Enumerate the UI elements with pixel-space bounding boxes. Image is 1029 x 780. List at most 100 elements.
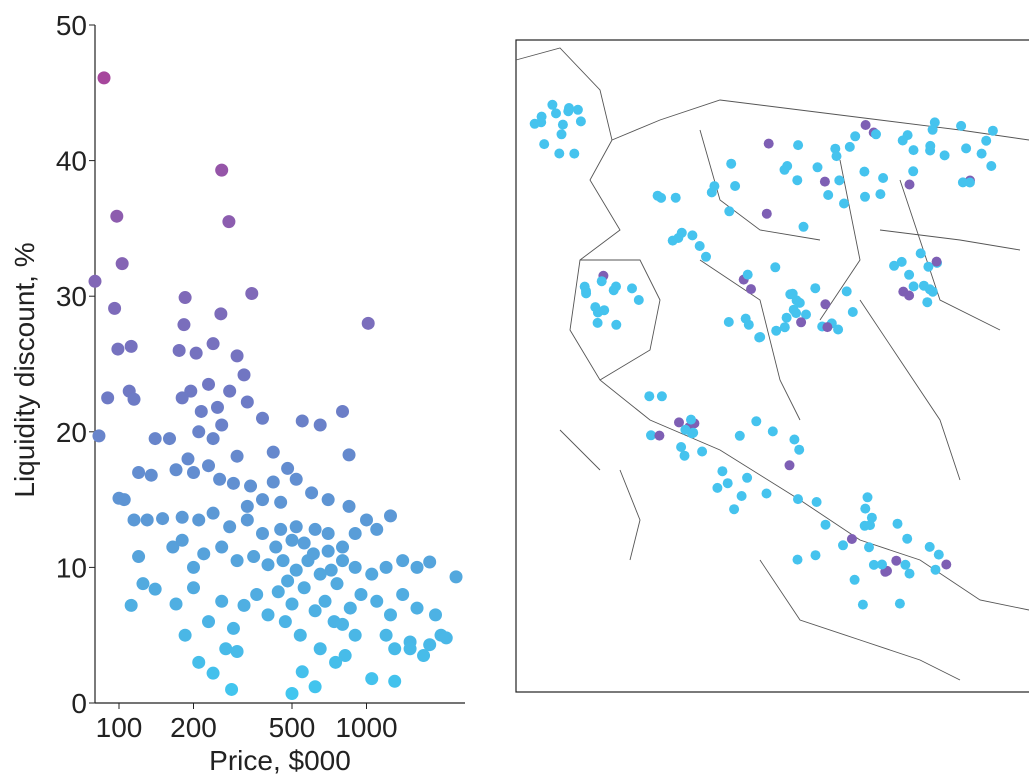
map-dot [924,541,935,552]
map-dot [572,104,583,115]
data-point [172,343,186,357]
data-point [237,368,251,382]
data-point [240,513,254,527]
data-point [223,384,237,398]
data-point [308,680,322,694]
map-dot [633,295,644,305]
map-dot [767,426,778,437]
map-dot [547,99,558,110]
data-point [101,391,115,405]
map-dot [751,416,762,427]
map-dot [792,554,803,565]
data-point [186,581,200,595]
map-dot [742,472,753,483]
x-tick-label: 500 [269,712,316,743]
data-point [237,598,251,612]
map-dot [763,138,774,149]
data-point [117,493,131,507]
data-point [410,601,424,615]
data-point [192,425,206,439]
data-point [313,567,327,581]
data-point [276,554,290,568]
map-dot [712,482,723,493]
map-dot [939,150,950,161]
map-dot [734,430,745,441]
map-dot [811,497,822,507]
map-dot [575,116,586,127]
data-point [343,601,357,615]
map-dot [833,324,844,335]
data-point [403,642,417,656]
data-point [115,257,129,271]
map-dot [860,503,871,514]
data-point [144,468,158,482]
map-dot [831,151,842,162]
map-dot [787,288,798,299]
map-dot [819,176,830,187]
map-dot [676,442,687,452]
map-dot [771,325,782,336]
map-dot [839,198,849,209]
map-dot [688,427,699,438]
data-point [127,513,141,527]
data-point [313,418,327,432]
data-point [230,449,244,463]
map-dot [908,281,919,292]
data-point [178,291,192,305]
data-point [88,274,102,288]
data-point [223,520,237,534]
map-dot [897,135,908,146]
y-tick-label: 0 [71,688,87,719]
data-point [230,644,244,658]
data-point [365,567,379,581]
data-point [255,411,269,425]
map-dot [569,148,580,159]
data-point [175,391,189,405]
map-dot [679,450,690,461]
map-dot [810,550,821,561]
data-point [379,560,393,574]
data-point [169,597,183,611]
map-dot [654,430,665,441]
map-dot [793,494,803,505]
data-point [140,513,154,527]
data-point [370,522,384,536]
map-dot [798,221,809,232]
scatter-plot: 0 10 20 30 40 50 100 200 500 1000 [56,10,465,743]
map-dot [896,256,907,267]
data-point [244,479,258,493]
data-point [215,418,229,432]
data-point [178,628,192,642]
data-point [240,499,254,513]
data-point [370,594,384,608]
map-dot [877,559,887,570]
map-dot [794,297,805,308]
map-dot [894,598,905,609]
map-dot [915,248,926,259]
data-point [289,563,303,577]
data-point [206,432,220,446]
data-point [266,475,280,489]
map-dot [922,297,933,308]
data-point [215,594,229,608]
map-dot [779,322,790,333]
data-point [148,432,162,446]
map-dot [581,286,591,296]
map-dot [722,478,733,489]
map-dot [779,164,790,175]
map-dot [742,269,753,280]
data-point [383,509,397,523]
map-dot [923,261,934,272]
map-dot [849,574,860,585]
map-dot [551,108,561,119]
data-point [230,349,244,363]
data-point [226,476,240,490]
data-point [348,560,362,574]
y-tick-label: 40 [56,146,87,177]
map-dot [656,391,667,402]
map-dot [847,307,858,317]
map-dot [868,559,879,570]
data-point [202,377,216,391]
map-dot [596,276,607,287]
